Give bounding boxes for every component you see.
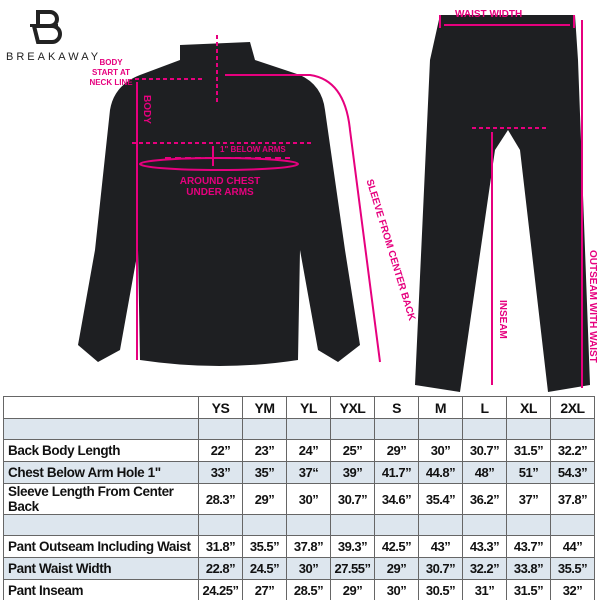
measurement-value: 24.25” — [198, 579, 243, 600]
body-start-label: BODY START AT NECK LINE — [89, 58, 133, 87]
inseam-label: INSEAM — [497, 300, 508, 339]
measurement-label: Sleeve Length From Center Back — [3, 483, 199, 515]
measurement-value: 24” — [286, 439, 331, 462]
table-row: Pant Waist Width 22.8” 24.5” 30” 27.55” 29” 30… — [3, 557, 595, 580]
size-header: YM — [242, 396, 287, 419]
below-arms-label: 1" BELOW ARMS — [220, 145, 286, 154]
measurement-value: 27” — [242, 579, 287, 600]
table-row: Chest Below Arm Hole 1" 33” 35” 37“ 39” 41.7”… — [3, 461, 595, 484]
outseam-label: OUTSEAM WITH WAIST — [587, 250, 598, 363]
measurement-value: 43” — [418, 535, 463, 558]
measurement-value: 32.2” — [462, 557, 507, 580]
measurement-value: 35” — [242, 461, 287, 484]
measurement-value: 35.5” — [242, 535, 287, 558]
measurement-label: Back Body Length — [3, 439, 199, 462]
size-header: YL — [286, 396, 331, 419]
spacer-row — [3, 514, 595, 536]
measurement-value: 30” — [286, 557, 331, 580]
measurement-value: 44.8” — [418, 461, 463, 484]
body-label: BODY — [141, 95, 152, 124]
breakaway-logo-icon — [30, 10, 62, 44]
size-header: XL — [506, 396, 551, 419]
size-header: 2XL — [550, 396, 595, 419]
measurement-value: 30.7” — [462, 439, 507, 462]
measurement-value: 29” — [242, 483, 287, 515]
measurement-value: 31.5” — [506, 439, 551, 462]
measurement-label: Pant Waist Width — [3, 557, 199, 580]
measurement-value: 37.8” — [550, 483, 595, 515]
measurement-value: 30.7” — [330, 483, 375, 515]
measurement-value: 44” — [550, 535, 595, 558]
size-header: M — [418, 396, 463, 419]
measurement-value: 30” — [286, 483, 331, 515]
size-header: L — [462, 396, 507, 419]
measurement-value: 33.8” — [506, 557, 551, 580]
measurement-value: 48” — [462, 461, 507, 484]
measurement-value: 35.5” — [550, 557, 595, 580]
size-header: YXL — [330, 396, 375, 419]
measurement-value: 25” — [330, 439, 375, 462]
measurement-value: 54.3” — [550, 461, 595, 484]
measurement-value: 23” — [242, 439, 287, 462]
measurement-value: 31.5” — [506, 579, 551, 600]
garment-illustration — [78, 15, 590, 392]
measurement-value: 31” — [462, 579, 507, 600]
brand-name: BREAKAWAY — [6, 51, 102, 63]
measurement-value: 30” — [418, 439, 463, 462]
measurement-value: 32.2” — [550, 439, 595, 462]
measurement-value: 29” — [330, 579, 375, 600]
jacket-image — [78, 42, 360, 366]
measurement-label: Pant Inseam — [3, 579, 199, 600]
size-header: YS — [198, 396, 243, 419]
measurement-value: 22” — [198, 439, 243, 462]
size-table: YS YM YL YXL S M L XL 2XL Back Body Leng… — [3, 396, 595, 600]
table-row: Sleeve Length From Center Back 28.3” 29” 30… — [3, 483, 595, 515]
size-header: S — [374, 396, 419, 419]
measurement-value: 51” — [506, 461, 551, 484]
size-header-row: YS YM YL YXL S M L XL 2XL — [3, 396, 595, 419]
pants-image — [415, 15, 590, 392]
table-row: Back Body Length 22” 23” 24” 25” 29” 30” 30.7” 3… — [3, 439, 595, 462]
measurement-value: 39” — [330, 461, 375, 484]
measurement-value: 39.3” — [330, 535, 375, 558]
measurement-value: 32” — [550, 579, 595, 600]
measurement-value: 28.5” — [286, 579, 331, 600]
measurement-value: 29” — [374, 439, 419, 462]
measurement-value: 43.7” — [506, 535, 551, 558]
measurement-value: 36.2” — [462, 483, 507, 515]
measurement-label: Chest Below Arm Hole 1" — [3, 461, 199, 484]
waist-width-label: WAIST WIDTH — [455, 9, 523, 20]
measurement-value: 29” — [374, 557, 419, 580]
measurement-value: 31.8” — [198, 535, 243, 558]
measurement-value: 28.3” — [198, 483, 243, 515]
measurement-value: 42.5” — [374, 535, 419, 558]
measurement-value: 41.7” — [374, 461, 419, 484]
measurement-value: 37.8” — [286, 535, 331, 558]
measurement-value: 33” — [198, 461, 243, 484]
measurement-value: 37” — [506, 483, 551, 515]
measurement-value: 30” — [374, 579, 419, 600]
table-row: Pant Outseam Including Waist 31.8” 35.5” 37… — [3, 535, 595, 558]
measurement-value: 30.5” — [418, 579, 463, 600]
measurement-value: 24.5” — [242, 557, 287, 580]
spacer-row — [3, 418, 595, 440]
measurement-value: 37“ — [286, 461, 331, 484]
around-chest-label: AROUND CHEST UNDER ARMS — [179, 176, 261, 198]
table-row: Pant Inseam 24.25” 27” 28.5” 29” 30” 30.5” 31” 3… — [3, 579, 595, 600]
measurement-value: 34.6” — [374, 483, 419, 515]
measurement-value: 30.7” — [418, 557, 463, 580]
measurement-value: 35.4” — [418, 483, 463, 515]
measurement-value: 22.8” — [198, 557, 243, 580]
measurement-value: 43.3” — [462, 535, 507, 558]
brand-logo: BREAKAWAY — [6, 10, 102, 63]
measurement-value: 27.55” — [330, 557, 375, 580]
measurement-label: Pant Outseam Including Waist — [3, 535, 199, 558]
